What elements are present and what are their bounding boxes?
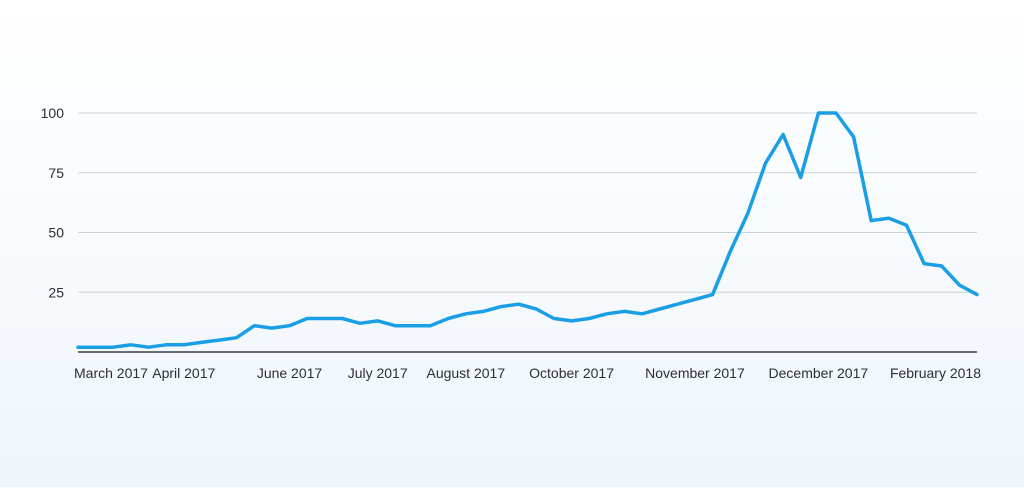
data-point [711, 293, 714, 296]
data-point [217, 338, 221, 342]
data-point [729, 250, 732, 253]
gridlines [78, 112, 977, 293]
y-axis-ticks: 25 50 75 100 [41, 105, 65, 300]
y-tick-label: 100 [41, 105, 65, 121]
y-tick-label: 50 [48, 225, 64, 241]
data-point [605, 312, 609, 315]
data-point [764, 161, 767, 165]
data-point [288, 324, 291, 327]
data-point [693, 298, 697, 301]
data-point [817, 111, 820, 115]
data-point [164, 343, 168, 347]
y-tick-label: 75 [48, 165, 64, 181]
x-tick-label: June 2017 [257, 365, 323, 381]
data-point [341, 317, 344, 320]
data-point [658, 307, 661, 311]
data-point [676, 303, 679, 306]
data-point [623, 310, 626, 313]
data-point [94, 346, 97, 349]
data-point [253, 324, 256, 327]
data-point [235, 336, 238, 339]
x-tick-label: November 2017 [645, 365, 745, 381]
x-tick-label: February 2018 [890, 365, 981, 381]
data-point [394, 324, 397, 327]
data-point [781, 133, 785, 136]
y-tick-label: 25 [48, 284, 64, 300]
data-point [975, 293, 979, 296]
data-point [482, 310, 485, 313]
data-point [587, 317, 591, 320]
data-point [323, 317, 326, 320]
data-point [200, 341, 203, 344]
data-point [570, 319, 573, 323]
x-tick-label: August 2017 [426, 365, 505, 381]
data-point [112, 346, 115, 349]
data-point [552, 317, 556, 320]
data-point [129, 343, 133, 347]
data-point [887, 216, 891, 220]
data-point [922, 262, 926, 265]
data-point [834, 111, 838, 115]
data-point [535, 307, 538, 311]
data-point [870, 219, 873, 222]
data-point [905, 224, 908, 227]
x-tick-label: December 2017 [769, 365, 869, 381]
data-point [746, 212, 750, 215]
series-layer [76, 111, 979, 349]
data-point [76, 346, 80, 349]
series-line [76, 111, 979, 349]
data-point [376, 319, 379, 323]
x-tick-label: July 2017 [348, 365, 408, 381]
data-point [799, 176, 802, 179]
data-point [446, 317, 450, 320]
data-point [411, 324, 415, 327]
x-tick-label: April 2017 [152, 365, 215, 381]
data-point [147, 346, 150, 349]
x-tick-label: March 2017 [74, 365, 148, 381]
data-point [358, 322, 362, 325]
x-axis-ticks: March 2017 April 2017 June 2017 July 2017 Au… [74, 365, 981, 381]
data-point [940, 264, 943, 268]
data-point [958, 283, 961, 287]
data-point [852, 135, 855, 139]
data-point [464, 312, 468, 315]
data-point [270, 326, 274, 330]
data-point [499, 305, 503, 308]
data-point [429, 324, 432, 327]
x-tick-label: October 2017 [529, 365, 614, 381]
data-point [305, 317, 309, 320]
data-point [517, 303, 520, 306]
data-point [640, 312, 644, 315]
data-point [182, 343, 185, 347]
